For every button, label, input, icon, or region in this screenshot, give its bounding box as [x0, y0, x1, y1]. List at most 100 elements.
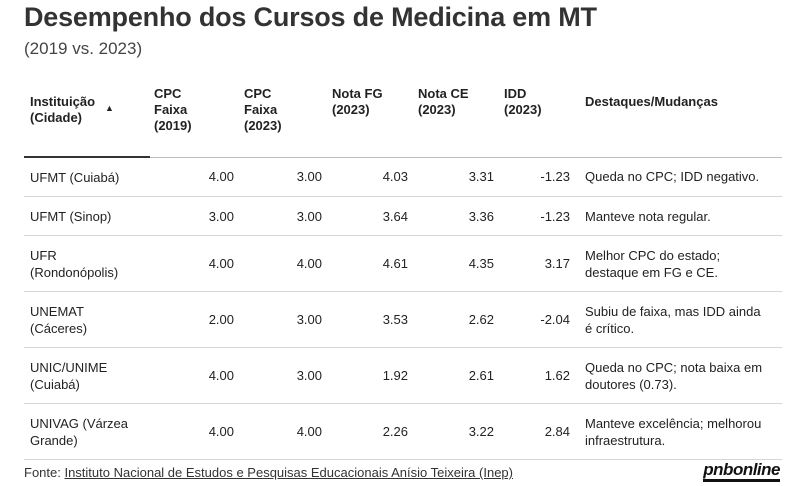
cell-text: Subiu de faixa, mas IDD ainda	[585, 303, 761, 319]
cell-idd: -1.23	[500, 196, 576, 236]
header-line: IDD	[504, 86, 527, 101]
cell-text: doutores (0.73).	[585, 376, 677, 392]
cell-instituicao: UFR (Rondonópolis)	[24, 235, 150, 292]
cell-nota-ce: 2.62	[414, 291, 500, 348]
cell-idd: 2.84	[500, 403, 576, 460]
cell-instituicao: UNIVAG (Várzea Grande)	[24, 403, 150, 460]
header-line: (2023)	[418, 102, 456, 117]
header-line: (2023)	[332, 102, 370, 117]
cell-cpc-2023: 3.00	[240, 196, 328, 236]
column-header-destaques[interactable]: Destaques/Mudanças	[576, 80, 782, 158]
cell-nota-ce: 4.35	[414, 235, 500, 292]
cell-text: (Cuiabá)	[30, 376, 80, 392]
cell-destaques: Subiu de faixa, mas IDD ainda é crítico.	[576, 291, 782, 348]
column-header-nota-ce[interactable]: Nota CE (2023)	[414, 80, 500, 158]
cell-nota-fg: 1.92	[328, 347, 414, 404]
column-header-nota-fg[interactable]: Nota FG (2023)	[328, 80, 414, 158]
cell-instituicao: UNIC/UNIME (Cuiabá)	[24, 347, 150, 404]
sort-ascending-icon[interactable]: ▲	[105, 103, 114, 113]
cell-nota-fg: 4.03	[328, 157, 414, 197]
logo-text-pnb: pnb	[703, 460, 733, 482]
cell-text: UNIVAG (Várzea	[30, 415, 129, 431]
cell-nota-ce: 3.31	[414, 157, 500, 197]
header-row: Instituição ▲ (Cidade) CPC Faixa (2019) C…	[24, 80, 782, 158]
source-link[interactable]: Instituto Nacional de Estudos e Pesquisa…	[64, 465, 513, 480]
cell-cpc-2019: 3.00	[150, 196, 240, 236]
table-row: UFR (Rondonópolis) 4.00 4.00 4.61 4.35 3.…	[24, 235, 782, 292]
cell-cpc-2023: 3.00	[240, 291, 328, 348]
cell-destaques: Queda no CPC; IDD negativo.	[576, 157, 782, 197]
cell-cpc-2023: 4.00	[240, 235, 328, 292]
cell-text: Queda no CPC; nota baixa em	[585, 359, 763, 375]
cell-destaques: Manteve excelência; melhorou infraestrutu…	[576, 403, 782, 460]
cell-idd: -1.23	[500, 157, 576, 197]
header-line: (2023)	[504, 102, 542, 117]
logo-text-online: online	[732, 460, 781, 482]
cell-instituicao: UFMT (Sinop)	[24, 196, 150, 236]
table-row: UNIVAG (Várzea Grande) 4.00 4.00 2.26 3.2…	[24, 403, 782, 460]
column-header-idd[interactable]: IDD (2023)	[500, 80, 576, 158]
page-subtitle: (2019 vs. 2023)	[24, 39, 143, 58]
cell-destaques: Queda no CPC; nota baixa em doutores (0.7…	[576, 347, 782, 404]
cell-cpc-2019: 4.00	[150, 347, 240, 404]
source-footer: Fonte: Instituto Nacional de Estudos e P…	[24, 465, 513, 480]
header-line: Nota FG	[332, 86, 383, 101]
cell-text: UFR	[30, 247, 57, 263]
cell-text: Queda no CPC; IDD negativo.	[585, 169, 760, 185]
header-line: Nota CE	[418, 86, 469, 101]
column-header-cpc-2023[interactable]: CPC Faixa (2023)	[240, 80, 328, 158]
header-line: CPC	[244, 86, 272, 101]
table-row: UFMT (Cuiabá) 4.00 3.00 4.03 3.31 -1.23 …	[24, 157, 782, 197]
cell-text: Grande)	[30, 432, 78, 448]
cell-text: Manteve nota regular.	[585, 208, 711, 224]
cell-instituicao: UNEMAT (Cáceres)	[24, 291, 150, 348]
cell-idd: 3.17	[500, 235, 576, 292]
cell-destaques: Melhor CPC do estado; destaque em FG e CE…	[576, 235, 782, 292]
cell-text: UFMT (Sinop)	[30, 208, 112, 224]
header-line: CPC	[154, 86, 182, 101]
table-row: UNIC/UNIME (Cuiabá) 4.00 3.00 1.92 2.61 1…	[24, 347, 782, 404]
cell-text: UNIC/UNIME	[30, 359, 108, 375]
source-label: Fonte:	[24, 465, 65, 480]
header-line: (Cidade)	[30, 110, 82, 125]
cell-cpc-2023: 4.00	[240, 403, 328, 460]
cell-cpc-2023: 3.00	[240, 157, 328, 197]
header-line: Faixa	[244, 102, 278, 117]
cell-text: UFMT (Cuiabá)	[30, 169, 120, 185]
cell-idd: 1.62	[500, 347, 576, 404]
cell-text: é crítico.	[585, 320, 635, 336]
cell-cpc-2019: 2.00	[150, 291, 240, 348]
column-header-instituicao[interactable]: Instituição ▲ (Cidade)	[24, 80, 150, 158]
cell-nota-ce: 3.36	[414, 196, 500, 236]
cell-instituicao: UFMT (Cuiabá)	[24, 157, 150, 197]
data-table: Instituição ▲ (Cidade) CPC Faixa (2019) C…	[24, 80, 782, 460]
cell-text: destaque em FG e CE.	[585, 264, 718, 280]
cell-nota-fg: 2.26	[328, 403, 414, 460]
cell-text: (Rondonópolis)	[30, 264, 119, 280]
cell-nota-ce: 2.61	[414, 347, 500, 404]
cell-text: infraestrutura.	[585, 432, 666, 448]
column-header-cpc-2019[interactable]: CPC Faixa (2019)	[150, 80, 240, 158]
cell-idd: -2.04	[500, 291, 576, 348]
cell-cpc-2019: 4.00	[150, 403, 240, 460]
cell-destaques: Manteve nota regular.	[576, 196, 782, 236]
cell-cpc-2019: 4.00	[150, 235, 240, 292]
cell-nota-ce: 3.22	[414, 403, 500, 460]
header-line: (2019)	[154, 118, 192, 133]
cell-nota-fg: 3.53	[328, 291, 414, 348]
cell-nota-fg: 4.61	[328, 235, 414, 292]
cell-cpc-2023: 3.00	[240, 347, 328, 404]
cell-text: (Cáceres)	[30, 320, 88, 336]
header-line: Instituição	[30, 94, 96, 109]
header-line: Faixa	[154, 102, 188, 117]
header-line: (2023)	[244, 118, 282, 133]
brand-logo[interactable]: pnbonline	[703, 460, 781, 482]
header-line: Destaques/Mudanças	[585, 94, 718, 109]
cell-nota-fg: 3.64	[328, 196, 414, 236]
cell-text: UNEMAT	[30, 303, 84, 319]
table-row: UFMT (Sinop) 3.00 3.00 3.64 3.36 -1.23 M…	[24, 196, 782, 236]
table-row: UNEMAT (Cáceres) 2.00 3.00 3.53 2.62 -2.0…	[24, 291, 782, 348]
page-title: Desempenho dos Cursos de Medicina em MT	[24, 2, 597, 32]
cell-text: Melhor CPC do estado;	[585, 247, 721, 263]
cell-text: Manteve excelência; melhorou	[585, 415, 762, 431]
